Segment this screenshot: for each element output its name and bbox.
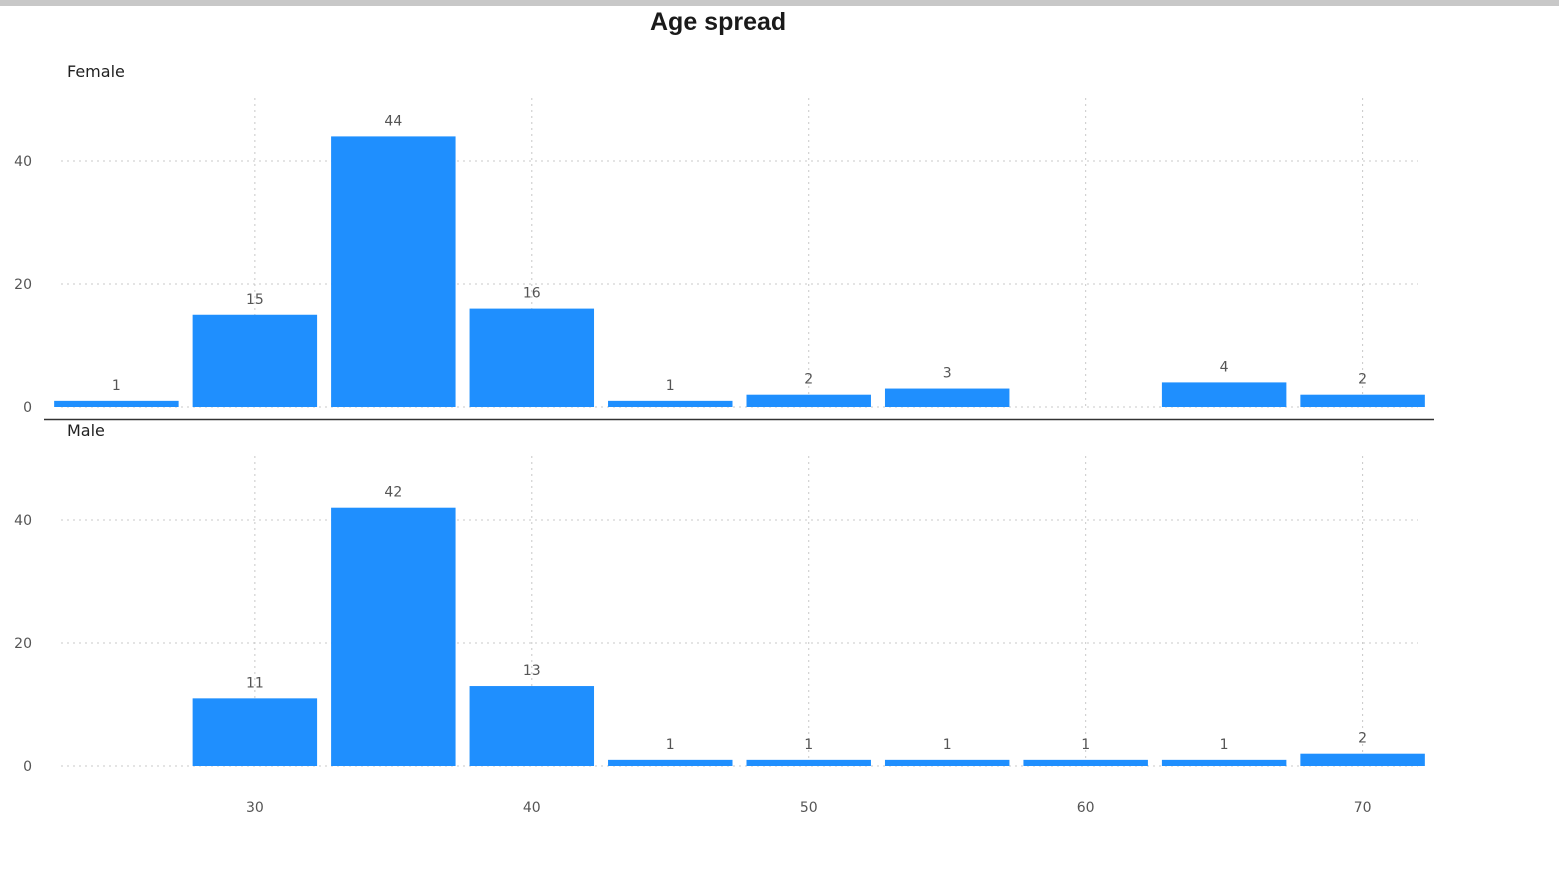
data-label-male-40: 13 <box>523 663 541 679</box>
bar-male-60 <box>1023 759 1148 766</box>
y-tick-label-female-20: 20 <box>14 277 32 293</box>
bar-female-50 <box>746 394 871 407</box>
facet-label-female: Female <box>67 62 125 81</box>
bar-female-65 <box>1161 382 1287 407</box>
data-label-female-65: 4 <box>1220 359 1229 375</box>
y-tick-label-male-0: 0 <box>23 759 32 775</box>
y-tick-label-male-40: 40 <box>14 513 32 529</box>
bar-male-55 <box>884 759 1010 766</box>
x-tick-label-40: 40 <box>523 800 541 816</box>
y-tick-label-female-0: 0 <box>23 400 32 416</box>
bar-male-30 <box>192 698 318 766</box>
x-tick-label-50: 50 <box>800 800 818 816</box>
bar-male-40 <box>469 686 595 766</box>
bar-male-35 <box>331 507 456 766</box>
y-tick-label-male-20: 20 <box>14 636 32 652</box>
bar-female-35 <box>331 136 456 407</box>
bar-female-30 <box>192 314 318 407</box>
data-label-female-70: 2 <box>1358 372 1367 388</box>
data-label-male-30: 11 <box>246 675 264 691</box>
data-label-female-50: 2 <box>804 372 813 388</box>
data-label-male-50: 1 <box>804 737 813 753</box>
bar-female-70 <box>1300 394 1425 407</box>
data-label-female-35: 44 <box>384 113 402 129</box>
top-border-bar <box>0 0 1559 6</box>
y-tick-label-female-40: 40 <box>14 154 32 170</box>
x-tick-label-60: 60 <box>1077 800 1095 816</box>
data-label-male-55: 1 <box>943 737 952 753</box>
data-label-female-55: 3 <box>943 366 952 382</box>
bar-female-40 <box>469 308 595 407</box>
bar-female-25 <box>54 400 179 407</box>
data-label-male-65: 1 <box>1220 737 1229 753</box>
bar-male-70 <box>1300 753 1425 766</box>
data-label-female-45: 1 <box>666 378 675 394</box>
bar-female-45 <box>608 400 733 407</box>
data-label-male-60: 1 <box>1081 737 1090 753</box>
data-label-male-70: 2 <box>1358 731 1367 747</box>
bar-female-55 <box>884 388 1010 407</box>
chart-title: Age spread <box>650 8 787 36</box>
bar-male-45 <box>608 759 733 766</box>
x-tick-label-30: 30 <box>246 800 264 816</box>
bar-male-65 <box>1161 759 1287 766</box>
x-tick-label-70: 70 <box>1354 800 1372 816</box>
facet-label-male: Male <box>67 421 105 440</box>
bar-male-50 <box>746 759 871 766</box>
data-label-female-25: 1 <box>112 378 121 394</box>
data-label-female-30: 15 <box>246 292 264 308</box>
data-label-male-35: 42 <box>384 485 402 501</box>
data-label-male-45: 1 <box>666 737 675 753</box>
data-label-female-40: 16 <box>523 286 541 302</box>
